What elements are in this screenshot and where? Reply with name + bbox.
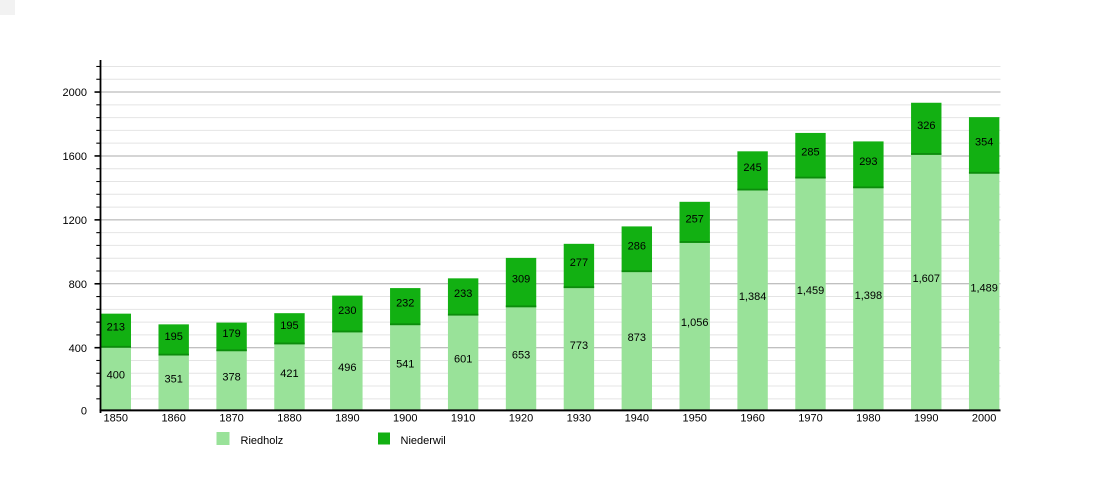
- svg-text:1970: 1970: [798, 412, 822, 424]
- svg-text:0: 0: [81, 405, 87, 417]
- svg-text:1,384: 1,384: [739, 291, 767, 303]
- svg-text:800: 800: [69, 279, 87, 291]
- svg-text:496: 496: [338, 362, 356, 374]
- svg-text:195: 195: [165, 331, 183, 343]
- svg-text:2000: 2000: [972, 412, 996, 424]
- svg-text:286: 286: [628, 240, 646, 252]
- svg-text:1600: 1600: [63, 151, 87, 163]
- svg-text:285: 285: [801, 147, 819, 159]
- svg-text:541: 541: [396, 358, 414, 370]
- svg-text:378: 378: [222, 371, 240, 383]
- svg-text:277: 277: [570, 257, 588, 269]
- svg-text:1940: 1940: [625, 412, 649, 424]
- svg-text:1890: 1890: [335, 412, 359, 424]
- svg-text:1960: 1960: [740, 412, 764, 424]
- svg-text:1,489: 1,489: [970, 283, 998, 295]
- svg-text:1200: 1200: [63, 215, 87, 227]
- svg-text:230: 230: [338, 305, 356, 317]
- svg-text:400: 400: [107, 370, 125, 382]
- svg-text:1980: 1980: [856, 412, 880, 424]
- svg-text:1930: 1930: [567, 412, 591, 424]
- svg-text:245: 245: [743, 162, 761, 174]
- svg-text:2000: 2000: [63, 87, 87, 99]
- svg-text:1850: 1850: [104, 412, 128, 424]
- svg-text:233: 233: [454, 288, 472, 300]
- svg-text:179: 179: [222, 328, 240, 340]
- svg-text:1860: 1860: [161, 412, 185, 424]
- svg-text:326: 326: [917, 120, 935, 132]
- svg-text:354: 354: [975, 136, 993, 148]
- svg-text:653: 653: [512, 349, 530, 361]
- svg-text:1900: 1900: [393, 412, 417, 424]
- svg-text:Riedholz: Riedholz: [241, 435, 284, 447]
- svg-text:1880: 1880: [277, 412, 301, 424]
- svg-text:351: 351: [165, 373, 183, 385]
- svg-text:1,056: 1,056: [681, 317, 709, 329]
- svg-text:232: 232: [396, 298, 414, 310]
- svg-text:873: 873: [628, 332, 646, 344]
- svg-text:1870: 1870: [219, 412, 243, 424]
- svg-text:Niederwil: Niederwil: [401, 435, 446, 447]
- svg-text:1910: 1910: [451, 412, 475, 424]
- svg-text:213: 213: [107, 322, 125, 334]
- svg-text:773: 773: [570, 340, 588, 352]
- svg-text:309: 309: [512, 274, 530, 286]
- svg-text:1920: 1920: [509, 412, 533, 424]
- svg-text:195: 195: [280, 320, 298, 332]
- svg-text:400: 400: [69, 343, 87, 355]
- svg-text:1,398: 1,398: [855, 290, 883, 302]
- svg-text:421: 421: [280, 368, 298, 380]
- svg-text:601: 601: [454, 353, 472, 365]
- svg-text:257: 257: [686, 213, 704, 225]
- svg-text:1,459: 1,459: [797, 285, 825, 297]
- svg-text:293: 293: [859, 156, 877, 168]
- svg-text:1990: 1990: [914, 412, 938, 424]
- svg-text:1950: 1950: [682, 412, 706, 424]
- svg-text:1,607: 1,607: [912, 273, 940, 285]
